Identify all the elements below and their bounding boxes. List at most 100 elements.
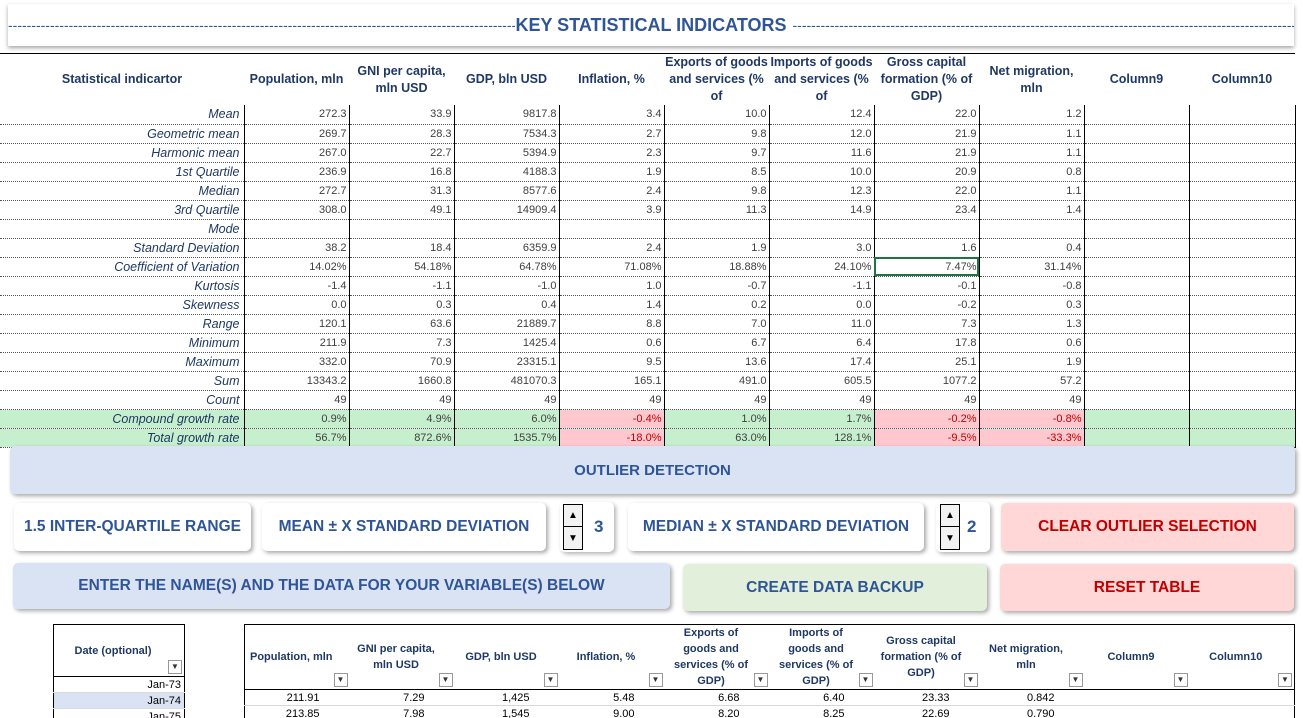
stats-cell[interactable] bbox=[349, 219, 455, 239]
stats-cell[interactable]: 17.8 bbox=[874, 333, 980, 353]
stats-cell[interactable]: 267.0 bbox=[244, 143, 350, 163]
stats-cell[interactable]: 13343.2 bbox=[244, 371, 350, 391]
stats-cell[interactable]: 14.02% bbox=[244, 257, 350, 277]
stats-cell[interactable] bbox=[1189, 238, 1296, 258]
data-cell[interactable]: 6.68 bbox=[664, 689, 770, 706]
stats-cell[interactable] bbox=[1189, 181, 1296, 201]
stats-cell[interactable]: 9817.8 bbox=[454, 105, 560, 125]
stats-cell[interactable]: 7534.3 bbox=[454, 124, 560, 144]
stats-cell[interactable] bbox=[1084, 162, 1190, 182]
data-col-header[interactable]: Column10 ▼ bbox=[1189, 624, 1295, 690]
stats-cell[interactable]: -1.4 bbox=[244, 276, 350, 296]
stats-cell[interactable]: 25.1 bbox=[874, 352, 980, 372]
date-cell[interactable]: Jan-73 bbox=[53, 676, 185, 693]
chevron-down-icon[interactable]: ▼ bbox=[963, 673, 978, 687]
stats-cell[interactable]: 2.3 bbox=[559, 143, 665, 163]
stats-row-label[interactable]: 3rd Quartile bbox=[0, 200, 245, 220]
stats-cell[interactable]: 70.9 bbox=[349, 352, 455, 372]
stats-row-label[interactable]: Geometric mean bbox=[0, 124, 245, 144]
stats-cell[interactable] bbox=[1189, 105, 1296, 125]
stats-cell[interactable]: 128.1% bbox=[769, 428, 875, 448]
stats-row-label[interactable]: Count bbox=[0, 390, 245, 410]
stats-cell[interactable]: 18.4 bbox=[349, 238, 455, 258]
data-cell[interactable] bbox=[1189, 689, 1295, 706]
stats-cell[interactable]: -0.8% bbox=[979, 409, 1085, 429]
stats-cell[interactable]: 8.5 bbox=[664, 162, 770, 182]
stats-row-label[interactable]: Sum bbox=[0, 371, 245, 391]
stats-cell[interactable]: 22.0 bbox=[874, 181, 980, 201]
stats-cell[interactable] bbox=[979, 219, 1085, 239]
stats-cell[interactable]: 21889.7 bbox=[454, 314, 560, 334]
stats-cell[interactable]: 9.8 bbox=[664, 181, 770, 201]
data-col-header[interactable]: Net migration, mln ▼ bbox=[979, 624, 1085, 690]
stats-cell[interactable]: 7.47% bbox=[874, 257, 980, 277]
stats-cell[interactable]: 1.1 bbox=[979, 181, 1085, 201]
stats-col-header[interactable]: Inflation, % bbox=[559, 53, 664, 105]
stats-cell[interactable]: 49 bbox=[244, 390, 350, 410]
outlier-detection-button[interactable]: OUTLIER DETECTION bbox=[10, 446, 1295, 494]
stats-cell[interactable]: 0.3 bbox=[349, 295, 455, 315]
triangle-up-icon[interactable]: ▲ bbox=[564, 505, 582, 527]
stats-cell[interactable]: -0.7 bbox=[664, 276, 770, 296]
stats-cell[interactable] bbox=[1084, 200, 1190, 220]
stats-row-label[interactable]: Standard Deviation bbox=[0, 238, 245, 258]
stats-cell[interactable]: 28.3 bbox=[349, 124, 455, 144]
data-cell[interactable]: 6.40 bbox=[769, 689, 875, 706]
create-backup-button[interactable]: CREATE DATA BACKUP bbox=[683, 564, 987, 611]
stats-cell[interactable]: 4.9% bbox=[349, 409, 455, 429]
stats-cell[interactable]: 33.9 bbox=[349, 105, 455, 125]
stats-cell[interactable] bbox=[1084, 409, 1190, 429]
chevron-down-icon[interactable]: ▼ bbox=[753, 673, 768, 687]
stats-cell[interactable] bbox=[1084, 181, 1190, 201]
stats-cell[interactable] bbox=[1084, 238, 1190, 258]
stats-cell[interactable]: 49 bbox=[874, 390, 980, 410]
stats-cell[interactable]: 8577.6 bbox=[454, 181, 560, 201]
data-cell[interactable]: 7.29 bbox=[349, 689, 455, 706]
data-cell[interactable] bbox=[1084, 689, 1190, 706]
triangle-down-icon[interactable]: ▼ bbox=[945, 532, 955, 544]
stats-cell[interactable]: 49 bbox=[349, 390, 455, 410]
stats-col-header[interactable]: Net migration, mln bbox=[979, 53, 1084, 105]
stats-cell[interactable]: 0.2 bbox=[664, 295, 770, 315]
stats-cell[interactable] bbox=[1084, 352, 1190, 372]
stats-cell[interactable]: 49 bbox=[769, 390, 875, 410]
stats-row-label[interactable]: Maximum bbox=[0, 352, 245, 372]
stats-cell[interactable] bbox=[1084, 390, 1190, 410]
stats-cell[interactable]: 31.14% bbox=[979, 257, 1085, 277]
mean-sd-spinner[interactable]: ▲ ▼ bbox=[563, 504, 583, 550]
stats-cell[interactable] bbox=[1084, 105, 1190, 125]
stats-col-header[interactable]: GDP, bln USD bbox=[454, 53, 559, 105]
stats-cell[interactable]: 6.7 bbox=[664, 333, 770, 353]
stats-cell[interactable]: 1425.4 bbox=[454, 333, 560, 353]
chevron-down-icon[interactable]: ▼ bbox=[168, 660, 182, 674]
stats-cell[interactable] bbox=[1084, 219, 1190, 239]
stats-cell[interactable]: -1.1 bbox=[769, 276, 875, 296]
stats-cell[interactable]: 11.6 bbox=[769, 143, 875, 163]
mean-sd-button[interactable]: MEAN ± X STANDARD DEVIATION bbox=[262, 503, 546, 551]
triangle-up-icon[interactable]: ▲ bbox=[941, 505, 959, 527]
stats-cell[interactable]: 605.5 bbox=[769, 371, 875, 391]
stats-cell[interactable]: 1.9 bbox=[979, 352, 1085, 372]
stats-cell[interactable]: -0.2% bbox=[874, 409, 980, 429]
reset-table-button[interactable]: RESET TABLE bbox=[1000, 564, 1294, 611]
stats-cell[interactable] bbox=[1189, 143, 1296, 163]
stats-cell[interactable]: 22.7 bbox=[349, 143, 455, 163]
stats-cell[interactable]: 10.0 bbox=[664, 105, 770, 125]
stats-col-header[interactable]: Exports of goods and services (% of bbox=[664, 53, 769, 105]
stats-cell[interactable]: 0.0 bbox=[769, 295, 875, 315]
stats-cell[interactable]: 38.2 bbox=[244, 238, 350, 258]
iqr-button[interactable]: 1.5 INTER-QUARTILE RANGE bbox=[14, 503, 251, 551]
stats-cell[interactable]: 12.0 bbox=[769, 124, 875, 144]
triangle-down-icon[interactable]: ▼ bbox=[568, 532, 578, 544]
stats-cell[interactable] bbox=[1189, 333, 1296, 353]
stats-cell[interactable] bbox=[1084, 333, 1190, 353]
stats-cell[interactable]: 6.0% bbox=[454, 409, 560, 429]
stats-cell[interactable]: 49 bbox=[454, 390, 560, 410]
stats-cell[interactable]: 1077.2 bbox=[874, 371, 980, 391]
stats-cell[interactable]: 308.0 bbox=[244, 200, 350, 220]
stats-cell[interactable]: 13.6 bbox=[664, 352, 770, 372]
stats-cell[interactable]: 23315.1 bbox=[454, 352, 560, 372]
stats-cell[interactable]: 272.7 bbox=[244, 181, 350, 201]
chevron-down-icon[interactable]: ▼ bbox=[1068, 673, 1083, 687]
stats-cell[interactable] bbox=[1189, 371, 1296, 391]
